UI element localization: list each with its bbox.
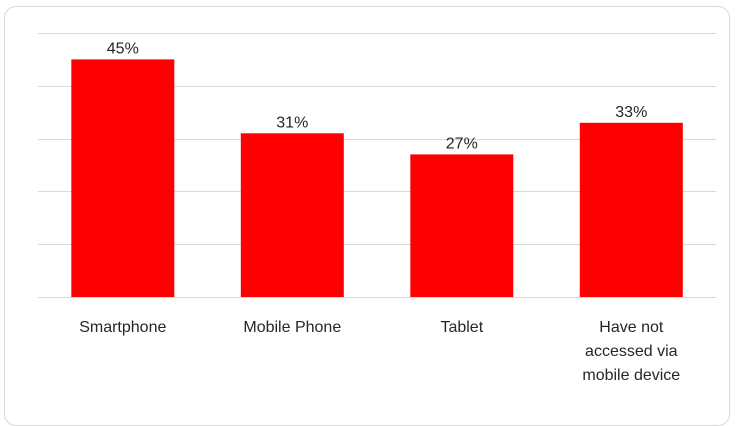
- category-label-line: accessed via: [585, 343, 678, 360]
- category-label: Smartphone: [79, 319, 166, 336]
- data-label: 45%: [107, 40, 139, 57]
- category-label-line: Tablet: [440, 319, 483, 336]
- bar-have-not-accessed-via-mobile-device: [579, 122, 683, 297]
- data-label: 31%: [276, 114, 308, 131]
- bar-smartphone: [71, 59, 175, 298]
- data-labels: 45% 31% 27% 33%: [107, 40, 648, 152]
- category-label-line: Have not: [599, 319, 664, 336]
- data-label: 27%: [446, 135, 478, 152]
- data-label: 33%: [615, 104, 647, 121]
- category-label-line: Mobile Phone: [243, 319, 341, 336]
- category-labels: Smartphone Mobile Phone Tablet Have not acce…: [79, 319, 680, 384]
- category-label: Tablet: [440, 319, 483, 336]
- bar-tablet: [410, 154, 514, 297]
- category-label-line: mobile device: [582, 367, 680, 384]
- bars: [71, 59, 683, 298]
- category-label-line: Smartphone: [79, 319, 166, 336]
- category-label: Mobile Phone: [243, 319, 341, 336]
- category-label: Have not accessed via mobile device: [582, 319, 680, 384]
- bar-chart: 45% 31% 27% 33% Smartphone Mobile Phone Table…: [38, 33, 716, 384]
- bar-mobile-phone: [240, 133, 344, 297]
